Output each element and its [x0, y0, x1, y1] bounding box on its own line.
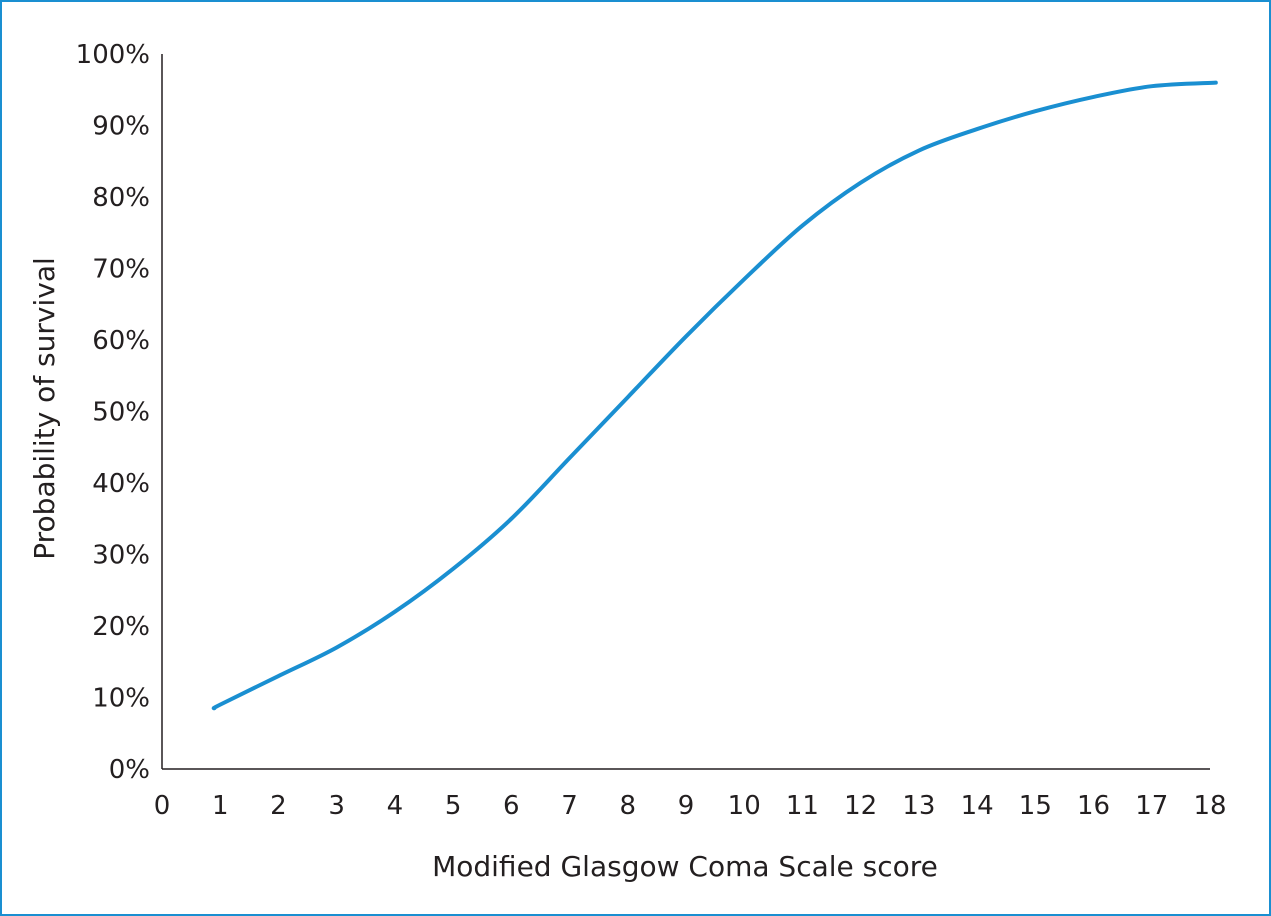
- x-tick-label: 13: [902, 791, 935, 821]
- x-tick-label: 12: [844, 791, 877, 821]
- x-tick-label: 8: [620, 791, 637, 821]
- y-tick-label: 10%: [92, 684, 150, 714]
- x-tick-label: 10: [728, 791, 761, 821]
- x-tick-label: 3: [328, 791, 345, 821]
- y-tick-label: 50%: [92, 398, 150, 428]
- x-tick-label: 4: [387, 791, 404, 821]
- y-tick-label: 20%: [92, 612, 150, 642]
- series-layer: [211, 80, 1218, 711]
- y-tick-label: 80%: [92, 183, 150, 213]
- x-tick-label: 18: [1193, 791, 1226, 821]
- x-tick-labels: 0 1 2 3 4 5 6 7 8 9 10 11 12 13 14 15 16 17 18: [154, 791, 1227, 821]
- x-tick-label: 15: [1019, 791, 1052, 821]
- y-tick-labels: 0% 10% 20% 30% 40% 50% 60% 70% 80% 90% 100%: [76, 40, 150, 785]
- y-tick-label: 30%: [92, 541, 150, 571]
- x-tick-label: 0: [154, 791, 171, 821]
- y-tick-label: 70%: [92, 255, 150, 285]
- y-tick-label: 40%: [92, 469, 150, 499]
- x-axis-title: Modified Glasgow Coma Scale score: [432, 850, 938, 883]
- x-tick-label: 11: [786, 791, 819, 821]
- x-tick-label: 17: [1135, 791, 1168, 821]
- x-tick-label: 7: [561, 791, 578, 821]
- x-tick-label: 16: [1077, 791, 1110, 821]
- survival-curve-line: [211, 80, 1218, 711]
- y-axis-title: Probability of survival: [28, 257, 61, 560]
- axes: [161, 54, 1210, 770]
- y-tick-label: 60%: [92, 326, 150, 356]
- x-tick-label: 2: [270, 791, 287, 821]
- x-tick-label: 14: [961, 791, 994, 821]
- y-tick-label: 90%: [92, 112, 150, 142]
- x-tick-label: 5: [445, 791, 462, 821]
- y-tick-label: 100%: [76, 40, 150, 70]
- x-tick-label: 6: [503, 791, 520, 821]
- x-tick-label: 1: [212, 791, 229, 821]
- x-tick-label: 9: [678, 791, 695, 821]
- y-tick-label: 0%: [109, 755, 150, 785]
